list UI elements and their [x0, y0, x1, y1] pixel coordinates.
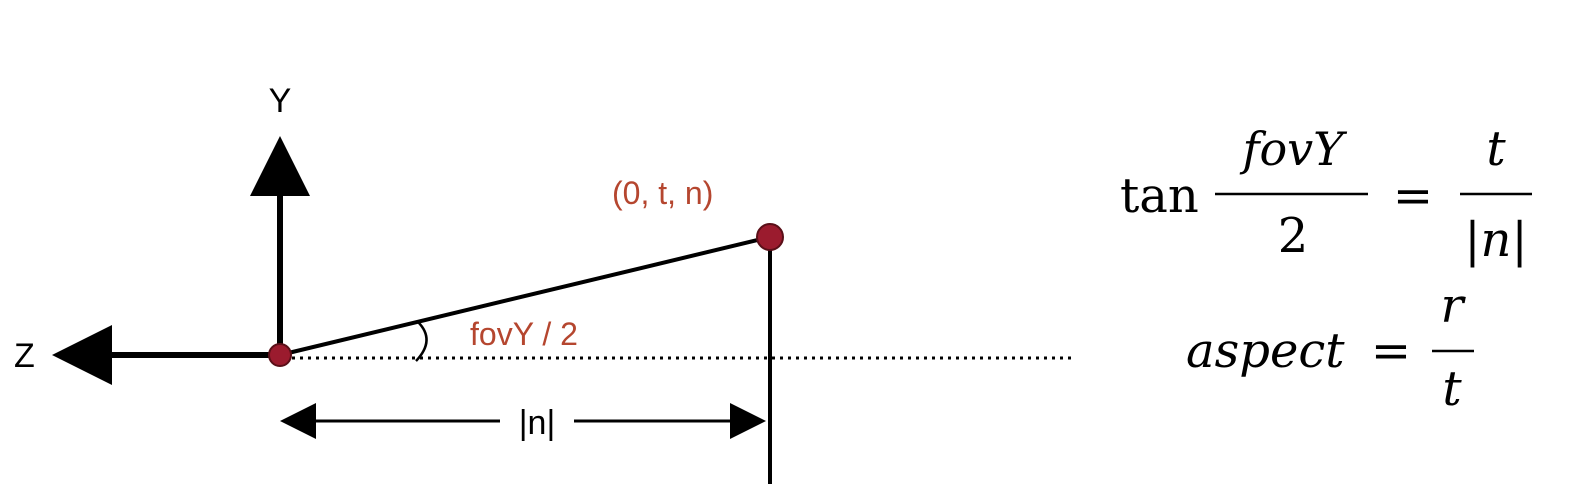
eq1-rhs-numerator: t	[1486, 121, 1506, 177]
angle-label: fovY / 2	[470, 316, 578, 352]
origin-point	[268, 343, 292, 367]
equation-tan-fov: tan fovY 2 = t |n|	[1120, 121, 1532, 268]
z-axis-label: Z	[14, 337, 35, 375]
eq1-lhs-denominator: 2	[1278, 208, 1309, 264]
eq1-tan: tan	[1120, 168, 1199, 224]
y-axis-label: Y	[269, 82, 292, 120]
point-label: (0, t, n)	[612, 175, 713, 211]
equation-aspect: aspect = r t	[1186, 278, 1474, 417]
eq2-rhs-numerator: r	[1441, 278, 1467, 334]
eq2-equals: =	[1371, 323, 1411, 379]
eq2-rhs-denominator: t	[1442, 361, 1462, 417]
near-plane-point	[756, 223, 784, 251]
eq1-rhs-denominator: |n|	[1464, 212, 1527, 268]
view-ray	[279, 235, 771, 357]
distance-label: |n|	[519, 404, 556, 442]
eq2-lhs: aspect	[1186, 323, 1345, 379]
angle-arc	[415, 321, 428, 362]
eq1-equals: =	[1393, 168, 1433, 224]
eq1-lhs-numerator: fovY	[1239, 122, 1348, 176]
